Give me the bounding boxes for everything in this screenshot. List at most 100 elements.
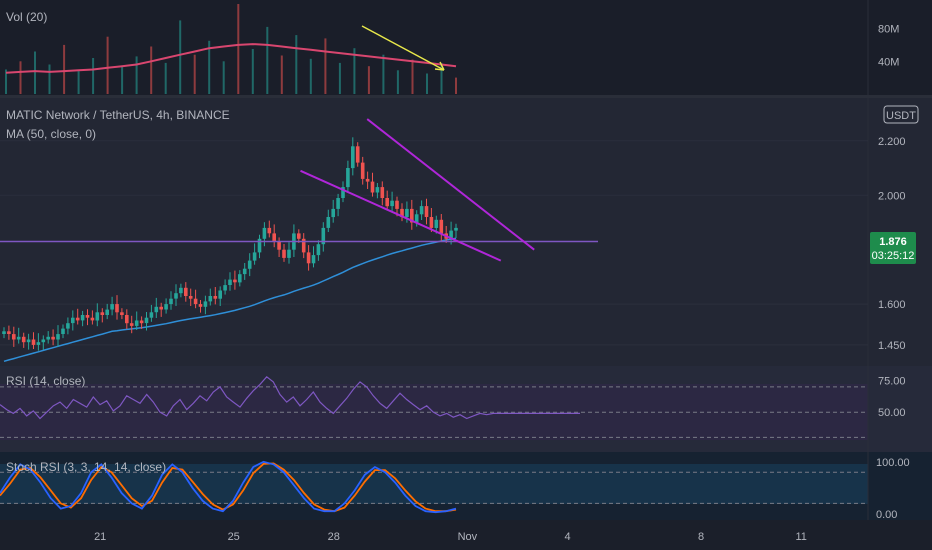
volume-bar — [193, 54, 196, 94]
volume-bar — [135, 56, 138, 94]
volume-bar — [411, 59, 414, 94]
candle-body — [139, 320, 144, 324]
candle-body — [385, 198, 389, 207]
symbol-title: MATIC Network / TetherUS, 4h, BINANCE — [6, 108, 230, 122]
ma-indicator-label[interactable]: MA (50, close, 0) — [6, 127, 96, 141]
volume-bar — [179, 20, 182, 94]
currency-label: USDT — [886, 110, 916, 122]
candle-body — [115, 304, 119, 313]
volume-ticks: 80M 40M — [878, 24, 899, 69]
stoch-title[interactable]: Stoch RSI (3, 3, 14, 14, close) — [6, 460, 166, 474]
volume-bar — [455, 77, 457, 94]
time-tick-label: Nov — [458, 531, 478, 543]
volume-bar — [426, 73, 428, 94]
volume-trend-arrow — [361, 25, 445, 71]
candle-body — [56, 334, 60, 340]
candle-body — [242, 268, 247, 275]
candle-body — [51, 336, 55, 340]
price-tick-label: 1.450 — [878, 340, 906, 352]
volume-bar — [440, 62, 443, 94]
volume-bar — [121, 67, 124, 94]
channel-upper-line[interactable] — [366, 118, 535, 251]
candle-body — [164, 304, 168, 310]
candle-body — [169, 298, 173, 305]
time-tick-label: 25 — [228, 531, 240, 543]
candle-body — [41, 339, 46, 343]
currency-button[interactable] — [883, 105, 919, 124]
candle-body — [218, 290, 222, 299]
volume-bar — [251, 49, 254, 94]
candle-body — [252, 252, 257, 261]
candle-body — [380, 187, 385, 198]
candle-body — [149, 312, 154, 318]
candle-body — [297, 233, 301, 239]
candle-body — [424, 206, 429, 217]
candle-body — [336, 198, 340, 209]
volume-bar — [324, 38, 327, 94]
candle-body — [316, 244, 321, 256]
volume-tick-label: 80M — [878, 24, 899, 36]
candle-body — [154, 306, 159, 313]
candle-body — [2, 331, 6, 334]
candle-body — [208, 296, 213, 302]
last-price-badge — [870, 232, 916, 264]
volume-bar — [353, 48, 356, 94]
candle-body — [262, 227, 267, 239]
price-ticks: 2.200 2.000 1.600 1.450 — [878, 136, 906, 352]
price-tick-label: 2.000 — [878, 190, 906, 202]
candle-body — [125, 315, 129, 324]
candle-body — [66, 323, 70, 329]
candle-body — [390, 200, 394, 207]
volume-bar — [266, 26, 269, 94]
candle-body — [326, 217, 331, 228]
candle-body — [449, 230, 453, 239]
candle-body — [31, 339, 36, 345]
volume-bar — [295, 35, 298, 94]
candle-body — [71, 317, 75, 324]
candle-body — [193, 298, 198, 305]
candle-body — [159, 306, 163, 310]
candle-body — [26, 339, 31, 343]
candle-body — [90, 317, 95, 321]
volume-bar — [382, 54, 385, 94]
candle-body — [306, 252, 311, 264]
stoch-tick-label: 0.00 — [876, 509, 897, 521]
candle-body — [95, 312, 100, 321]
candle-body — [85, 315, 90, 318]
rsi-line — [0, 375, 580, 420]
stoch-tick-label: 100.00 — [876, 457, 910, 469]
volume-bar — [34, 51, 36, 94]
price-pane — [0, 98, 932, 366]
candle-body — [454, 227, 458, 231]
candle-body — [419, 206, 424, 215]
candle-body — [75, 317, 80, 321]
price-tick-label: 1.600 — [878, 299, 906, 311]
candles — [2, 137, 458, 351]
volume-bar — [63, 44, 66, 94]
candle-body — [36, 342, 41, 345]
volume-bar — [106, 36, 109, 94]
candle-body — [272, 233, 276, 242]
candle-body — [61, 328, 65, 334]
candle-body — [277, 241, 281, 250]
rsi-tick-label: 50.00 — [878, 407, 906, 419]
candle-body — [247, 260, 252, 269]
candle-body — [301, 238, 306, 253]
candle-body — [134, 320, 139, 326]
candle-body — [405, 208, 409, 218]
candle-body — [80, 315, 85, 321]
candle-body — [257, 238, 262, 253]
candle-body — [7, 331, 11, 334]
candle-body — [267, 227, 272, 234]
volume-bar — [208, 40, 211, 94]
volume-bar — [92, 58, 95, 94]
pane-divider-1[interactable] — [0, 95, 932, 98]
channel-lower-line[interactable] — [300, 169, 502, 262]
rsi-title[interactable]: RSI (14, close) — [6, 374, 85, 388]
volume-bar — [164, 62, 167, 94]
candle-body — [410, 208, 414, 223]
candle-body — [228, 279, 232, 285]
candle-body — [213, 296, 218, 299]
candle-body — [375, 187, 380, 193]
